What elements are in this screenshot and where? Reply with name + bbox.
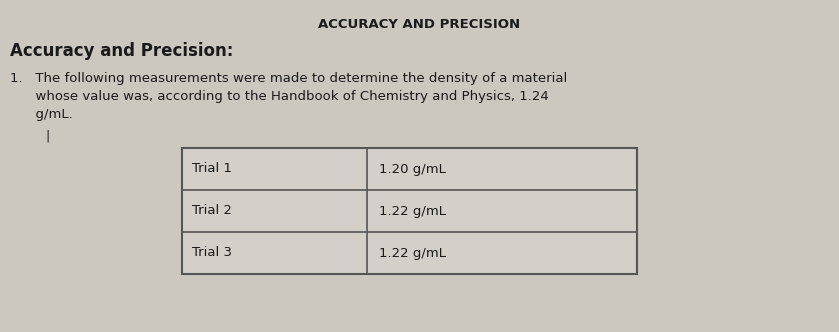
Text: Trial 3: Trial 3 [192,246,232,260]
Text: ACCURACY AND PRECISION: ACCURACY AND PRECISION [318,18,520,31]
Text: 1.20 g/mL: 1.20 g/mL [379,162,446,176]
Text: 1.   The following measurements were made to determine the density of a material: 1. The following measurements were made … [10,72,567,85]
Bar [182,148,637,274]
Text: g/mL.: g/mL. [10,108,73,121]
Text: 1.22 g/mL: 1.22 g/mL [379,205,446,217]
Text: |: | [45,130,50,143]
Text: Accuracy and Precision:: Accuracy and Precision: [10,42,233,60]
Text: Trial 1: Trial 1 [192,162,232,176]
Text: whose value was, according to the Handbook of Chemistry and Physics, 1.24: whose value was, according to the Handbo… [10,90,549,103]
Text: 1.22 g/mL: 1.22 g/mL [379,246,446,260]
Text: Trial 2: Trial 2 [192,205,232,217]
